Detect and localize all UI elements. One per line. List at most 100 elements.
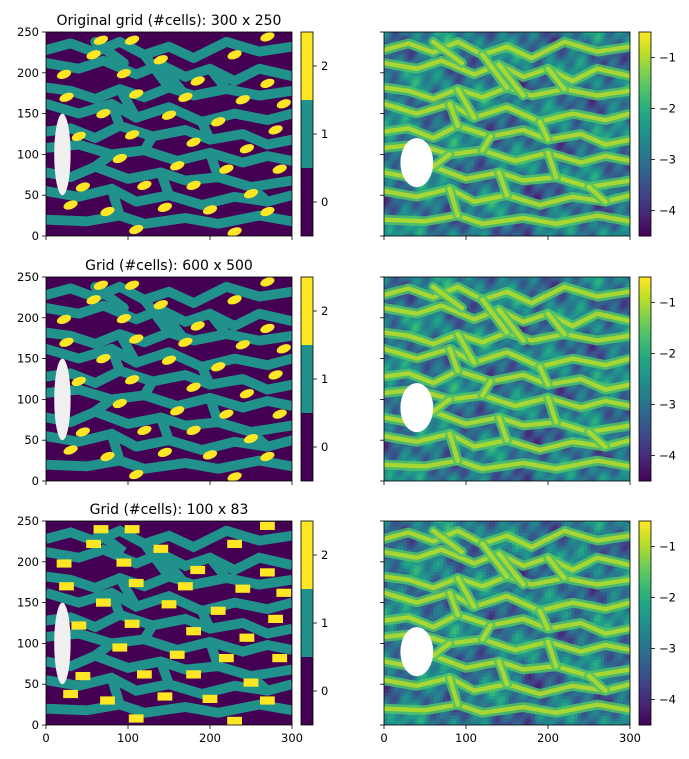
field-cell xyxy=(439,203,442,206)
field-cell xyxy=(384,125,386,127)
field-cell xyxy=(436,226,439,229)
field-cell xyxy=(407,84,409,87)
field-cell xyxy=(397,229,400,232)
field-cell xyxy=(400,213,403,216)
field-cell xyxy=(407,53,409,56)
field-cell xyxy=(446,115,449,118)
field-cell xyxy=(410,211,413,214)
field-cell xyxy=(443,87,445,90)
field-cell xyxy=(398,54,401,57)
field-cell xyxy=(431,120,434,123)
field-cell xyxy=(384,154,386,157)
field-cell xyxy=(388,167,391,170)
field-cell xyxy=(408,59,411,62)
field-cell xyxy=(434,121,437,124)
field-cell xyxy=(433,33,436,36)
field-cell xyxy=(408,84,411,87)
field-cell xyxy=(392,121,395,124)
field-cell xyxy=(434,182,437,185)
field-cell xyxy=(407,188,409,191)
lobe-facies-2 xyxy=(137,180,152,191)
field-cell xyxy=(415,100,418,103)
channel-facies-1 xyxy=(205,63,232,94)
field-cell xyxy=(410,227,413,230)
field-cell xyxy=(384,177,386,180)
field-cell xyxy=(385,113,388,116)
field-cell xyxy=(446,74,449,77)
field-cell xyxy=(398,169,401,172)
field-cell xyxy=(443,74,445,77)
field-cell xyxy=(405,82,408,85)
field-cell xyxy=(388,232,391,235)
field-cell xyxy=(428,81,431,83)
field-cell xyxy=(398,213,401,216)
field-cell xyxy=(410,50,413,52)
field-cell xyxy=(421,201,424,204)
field-cell xyxy=(400,36,403,39)
field-cell xyxy=(400,32,403,34)
field-cell xyxy=(423,32,426,34)
field-cell xyxy=(436,126,439,129)
field-cell xyxy=(441,229,444,232)
field-cell xyxy=(393,232,396,235)
field-cell xyxy=(433,156,436,158)
field-cell xyxy=(397,113,400,116)
field-cell xyxy=(426,200,429,203)
field-cell xyxy=(400,231,403,234)
field-cell xyxy=(384,209,386,212)
field-cell xyxy=(393,167,396,170)
field-cell xyxy=(434,180,437,183)
field-cell xyxy=(441,144,444,147)
panel-title: Original grid (#cells): 300 x 250 xyxy=(57,13,282,29)
field-cell xyxy=(397,77,400,80)
field-cell xyxy=(408,95,411,98)
field-cell xyxy=(410,232,413,235)
field-cell xyxy=(431,113,434,116)
field-cell xyxy=(395,123,398,126)
field-cell xyxy=(434,172,437,175)
field-cell xyxy=(426,180,429,183)
field-cell xyxy=(397,159,400,162)
field-cell xyxy=(413,35,416,38)
field-cell xyxy=(411,59,414,62)
field-cell xyxy=(418,206,421,209)
field-cell xyxy=(392,116,395,119)
field-cell xyxy=(384,164,386,167)
field-cell xyxy=(421,118,424,121)
field-cell xyxy=(387,139,390,142)
field-cell xyxy=(397,164,400,167)
field-cell xyxy=(420,185,423,188)
field-cell xyxy=(428,116,431,119)
field-cell xyxy=(439,81,442,83)
field-cell xyxy=(425,203,427,206)
field-cell xyxy=(398,201,401,204)
field-cell xyxy=(411,200,414,203)
field-cell xyxy=(418,59,421,62)
field-cell xyxy=(388,32,391,34)
field-cell xyxy=(444,112,447,114)
field-cell xyxy=(438,89,441,92)
field-cell xyxy=(441,82,444,85)
field-cell xyxy=(402,234,404,236)
field-cell xyxy=(436,118,439,121)
field-cell xyxy=(441,84,444,87)
field-cell xyxy=(402,38,404,41)
field-cell xyxy=(443,201,445,204)
field-cell xyxy=(433,69,436,72)
field-cell xyxy=(387,209,390,212)
field-cell xyxy=(395,183,398,186)
field-cell xyxy=(407,33,409,36)
field-cell xyxy=(429,187,432,189)
field-cell xyxy=(438,175,441,178)
field-cell xyxy=(402,185,404,188)
field-cell xyxy=(444,175,447,178)
field-cell xyxy=(438,183,441,186)
field-cell xyxy=(425,209,427,212)
field-cell xyxy=(398,206,401,209)
field-cell xyxy=(385,206,388,209)
field-cell xyxy=(446,206,449,209)
field-cell xyxy=(408,72,411,75)
field-cell xyxy=(390,203,393,206)
field-cell xyxy=(395,234,398,236)
field-cell xyxy=(410,120,413,123)
